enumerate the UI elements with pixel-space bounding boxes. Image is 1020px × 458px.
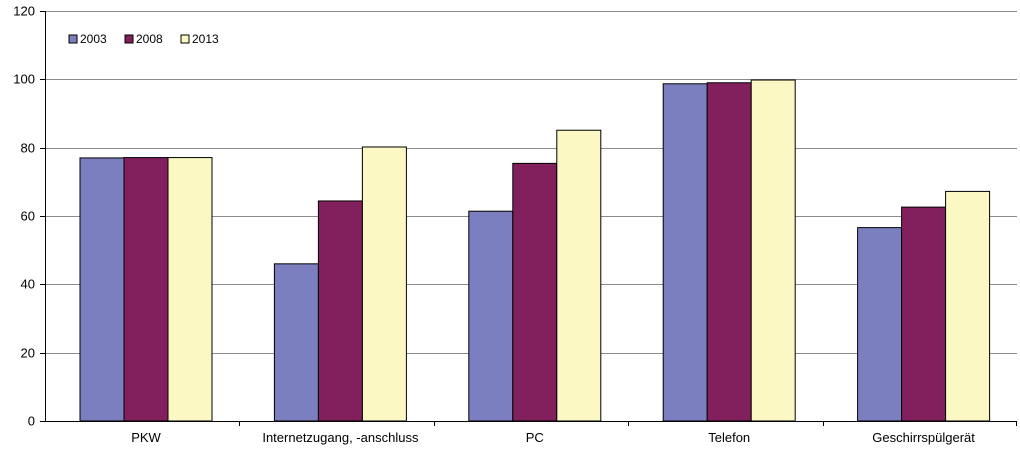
x-category-label: PC bbox=[526, 430, 544, 445]
bar-2008-4 bbox=[901, 206, 947, 422]
bar-2013-3 bbox=[750, 79, 796, 422]
x-category-label: PKW bbox=[131, 430, 161, 445]
y-tick-label: 20 bbox=[21, 346, 35, 361]
y-tick-label: 100 bbox=[13, 72, 35, 87]
x-category-label: Internetzugang, -anschluss bbox=[262, 430, 419, 445]
legend-label-2008: 2008 bbox=[136, 32, 163, 46]
bar-2013-0 bbox=[167, 157, 213, 422]
bar-2008-2 bbox=[512, 162, 558, 422]
bar-2013-1 bbox=[361, 146, 407, 422]
bar-2008-0 bbox=[123, 157, 169, 422]
axes: 0 20 40 60 80 100 120 PKW Internetzugang, -ansch… bbox=[13, 4, 1017, 445]
bar-2013-2 bbox=[556, 129, 602, 422]
bar-2003-4 bbox=[857, 227, 903, 422]
legend-swatch-2003 bbox=[68, 34, 78, 44]
y-tick-label: 60 bbox=[21, 209, 35, 224]
legend-swatch-2008 bbox=[124, 34, 134, 44]
bar-2013-4 bbox=[945, 190, 991, 422]
legend-label-2013: 2013 bbox=[192, 32, 219, 46]
bar-2008-3 bbox=[706, 82, 752, 422]
legend-label-2003: 2003 bbox=[80, 32, 107, 46]
bar-2003-2 bbox=[468, 210, 514, 422]
y-tick-label: 0 bbox=[28, 414, 35, 429]
y-tick-label: 40 bbox=[21, 277, 35, 292]
y-tick-label: 120 bbox=[13, 4, 35, 19]
bar-2008-1 bbox=[317, 200, 363, 422]
bar-2003-3 bbox=[662, 83, 708, 422]
bar-2003-1 bbox=[273, 263, 319, 422]
bars bbox=[79, 79, 991, 422]
bar-2003-0 bbox=[79, 157, 125, 422]
x-category-label: Geschirrspülgerät bbox=[872, 430, 975, 445]
legend-swatch-2013 bbox=[180, 34, 190, 44]
y-tick-label: 80 bbox=[21, 141, 35, 156]
x-category-label: Telefon bbox=[708, 430, 750, 445]
legend: 2003 2008 2013 bbox=[68, 32, 219, 46]
